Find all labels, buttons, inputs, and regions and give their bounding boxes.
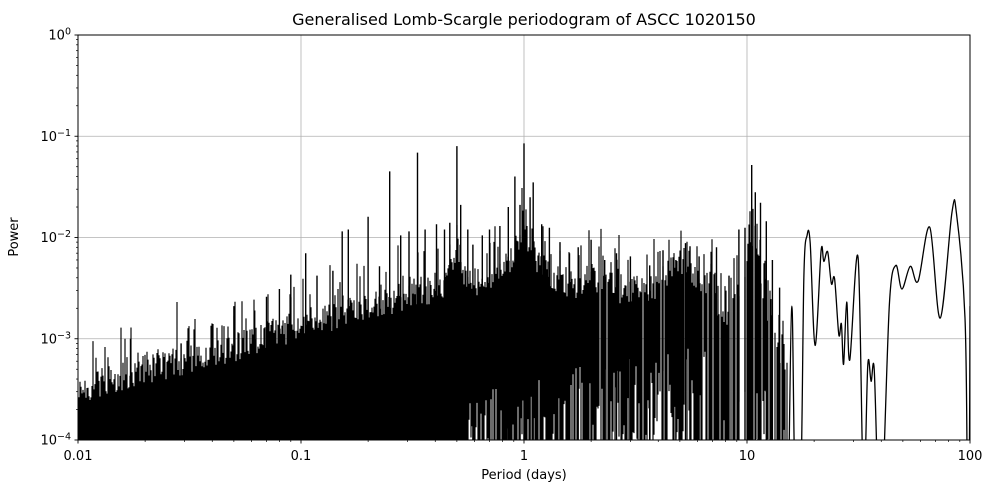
y-tick-label: 10−4 <box>40 432 71 449</box>
y-tick-label: 10−3 <box>40 330 71 347</box>
x-tick-label: 0.1 <box>291 449 312 464</box>
x-tick-label: 1 <box>520 449 528 464</box>
x-tick-label: 10 <box>739 449 756 464</box>
data-layer <box>78 143 970 440</box>
y-tick-label: 100 <box>48 27 71 44</box>
periodogram-smooth-tail <box>788 199 970 440</box>
x-tick-labels: 0.01 0.1 1 10 100 <box>64 449 983 464</box>
x-tick-label: 0.01 <box>64 449 93 464</box>
axis-ticks <box>74 34 971 444</box>
y-tick-label: 10−1 <box>40 128 71 145</box>
periodogram-peaks <box>129 143 781 440</box>
y-tick-labels: 100 10−1 10−2 10−3 10−4 <box>40 27 71 449</box>
x-axis-label: Period (days) <box>481 468 567 483</box>
y-axis-label: Power <box>7 217 22 257</box>
periodogram-dense-signal <box>78 188 788 440</box>
x-tick-label: 100 <box>958 449 983 464</box>
chart-title: Generalised Lomb-Scargle periodogram of … <box>292 10 756 29</box>
y-tick-label: 10−2 <box>40 229 71 246</box>
